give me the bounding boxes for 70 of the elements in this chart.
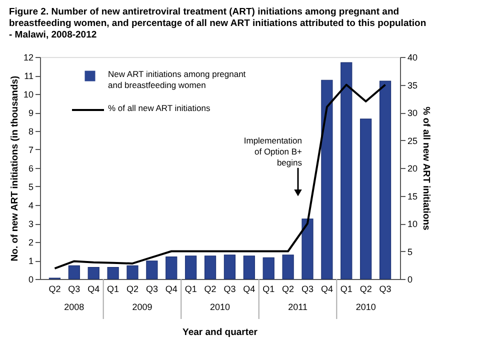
y2-tick-label: 20 [408,164,418,174]
x-tick-label: Q1 [184,284,197,294]
annotation: Implementation of Option B+ begins [244,135,302,168]
y-tick-label: 0 [28,274,34,284]
text: 2009 [132,302,152,312]
bar [68,265,80,280]
x-tick-label: Q4 [243,284,256,294]
x-tick-label: Q1 [340,284,352,294]
y2-tick-label: 10 [408,219,418,229]
bar [379,80,392,280]
x-tick-label: Q3 [301,284,314,294]
bar [360,118,372,280]
x-tick-label: Q4 [165,284,178,294]
y-tick-label: 10 [23,90,34,100]
y2-tick-label: 30 [408,108,418,118]
y2-tick-label: 40 [408,52,418,62]
y-tick-label: 4 [28,200,34,210]
chart-title: Figure 2. Number of new antiretroviral treatment (ART) initiations among pregnant and breastfeeding women, and percentage of all new ART initiations attributed to this population - Malawi, 2008-2012 [8,6,426,40]
x-axis-title: Year and quarter [182,327,258,338]
bar [185,256,197,280]
y-tick-label: 6 [28,164,34,174]
bar [204,256,216,280]
bar [321,80,333,280]
legend-label: New ART initiations among pregnant and breastfeeding women [108,69,246,90]
y2-tick-label: 5 [408,246,413,257]
y-tick-label: 2 [28,238,34,248]
y2-tick-label: 0 [408,274,413,284]
y-tick-label: 7 [28,145,34,155]
y-tick-label: 5 [28,182,34,192]
x-tick-label: Q1 [262,284,275,294]
x-tick-label: Q2 [282,284,294,294]
y-tick-label: 11 [24,71,34,81]
x-tick-label: Q3 [146,284,158,294]
bar [243,256,255,280]
y-tick-label: 8 [28,126,34,136]
y2-tick-label: 25 [408,136,418,146]
text: 2011 [288,302,308,312]
text: 2010 [210,302,230,312]
bar [340,62,352,280]
bar [146,260,158,280]
y2-axis-title: % of all new ART initiations [420,106,432,230]
y2-tick-label: 35 [408,80,418,90]
y-tick-label: 9 [28,108,34,118]
x-tick-label: Q3 [379,284,392,294]
bar [262,257,274,280]
x-tick-label: Q3 [68,284,80,294]
x-tick-label: Q4 [320,284,333,294]
text: 2010 [356,302,376,312]
x-tick-label: Q4 [88,284,100,294]
y-tick-label: 12 [23,52,34,62]
bar [224,254,236,280]
text: 2008 [64,302,84,312]
x-tick-label: Q2 [48,284,61,294]
y-tick-label: 1 [28,256,34,266]
bar [126,265,138,280]
x-tick-label: Q3 [224,284,236,294]
bar [107,267,119,280]
x-tick-label: Q2 [360,284,372,294]
y-tick-label: 3 [28,219,34,229]
x-tick-label: Q2 [204,284,216,294]
x-tick-label: Q1 [107,284,120,294]
bar [282,254,294,280]
bar [166,256,178,280]
y-axis-title: No. of new ART initiations (in thousands) [9,76,20,262]
bar [88,267,100,280]
bar [302,218,314,280]
y2-tick-label: 15 [408,191,418,202]
legend-label: % of all new ART initiations [108,103,210,113]
line-series [54,84,386,270]
x-tick-label: Q2 [126,284,139,294]
